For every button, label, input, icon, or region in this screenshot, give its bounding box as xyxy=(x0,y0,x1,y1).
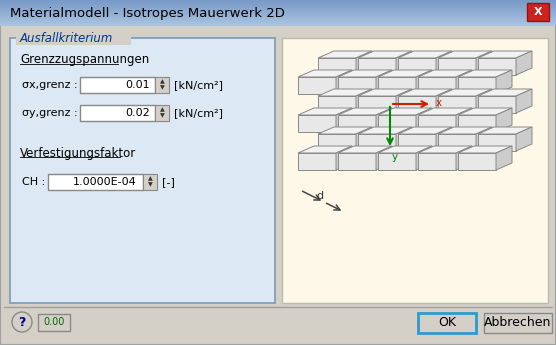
Polygon shape xyxy=(438,96,476,113)
Polygon shape xyxy=(398,89,452,96)
Polygon shape xyxy=(438,51,492,58)
Polygon shape xyxy=(398,58,436,75)
Text: 0.01: 0.01 xyxy=(125,80,150,90)
Polygon shape xyxy=(318,58,356,75)
Polygon shape xyxy=(418,146,472,153)
Circle shape xyxy=(12,312,32,332)
Polygon shape xyxy=(476,89,492,113)
Polygon shape xyxy=(418,153,456,170)
Polygon shape xyxy=(318,51,372,58)
Polygon shape xyxy=(338,108,392,115)
Polygon shape xyxy=(458,146,512,153)
FancyBboxPatch shape xyxy=(4,27,552,341)
FancyBboxPatch shape xyxy=(0,2,556,3)
Text: 0.02: 0.02 xyxy=(125,108,150,118)
Polygon shape xyxy=(358,96,396,113)
Text: d: d xyxy=(316,191,324,201)
Text: Ausfallkriterium: Ausfallkriterium xyxy=(20,32,113,46)
FancyBboxPatch shape xyxy=(38,314,70,331)
Polygon shape xyxy=(418,70,472,77)
Polygon shape xyxy=(398,134,436,151)
Polygon shape xyxy=(396,51,412,75)
Polygon shape xyxy=(458,108,512,115)
Polygon shape xyxy=(336,108,352,132)
Polygon shape xyxy=(496,108,512,132)
FancyBboxPatch shape xyxy=(4,308,552,341)
FancyBboxPatch shape xyxy=(0,3,556,4)
FancyBboxPatch shape xyxy=(418,313,476,333)
FancyBboxPatch shape xyxy=(0,18,556,19)
Text: σx,grenz :: σx,grenz : xyxy=(22,80,78,90)
Text: 1.0000E-04: 1.0000E-04 xyxy=(73,177,137,187)
FancyBboxPatch shape xyxy=(0,0,556,1)
Polygon shape xyxy=(436,89,452,113)
Text: Materialmodell - Isotropes Mauerwerk 2D: Materialmodell - Isotropes Mauerwerk 2D xyxy=(10,7,285,20)
FancyBboxPatch shape xyxy=(0,9,556,10)
Polygon shape xyxy=(438,134,476,151)
Polygon shape xyxy=(338,153,376,170)
Polygon shape xyxy=(416,108,432,132)
Polygon shape xyxy=(398,96,436,113)
Polygon shape xyxy=(358,134,396,151)
Polygon shape xyxy=(378,153,416,170)
FancyBboxPatch shape xyxy=(0,17,556,18)
Polygon shape xyxy=(376,108,392,132)
Polygon shape xyxy=(378,77,416,94)
Text: CH :: CH : xyxy=(22,177,45,187)
Text: [-]: [-] xyxy=(162,177,175,187)
Polygon shape xyxy=(378,108,432,115)
Polygon shape xyxy=(476,51,492,75)
FancyBboxPatch shape xyxy=(0,20,556,21)
Polygon shape xyxy=(338,115,376,132)
Polygon shape xyxy=(358,58,396,75)
FancyBboxPatch shape xyxy=(0,12,556,13)
Text: σy,grenz :: σy,grenz : xyxy=(22,108,78,118)
Polygon shape xyxy=(338,70,392,77)
FancyBboxPatch shape xyxy=(0,22,556,23)
Text: Verfestigungsfaktor: Verfestigungsfaktor xyxy=(20,147,136,159)
FancyBboxPatch shape xyxy=(143,174,157,190)
FancyBboxPatch shape xyxy=(527,3,549,21)
FancyBboxPatch shape xyxy=(0,23,556,24)
Polygon shape xyxy=(298,153,336,170)
Polygon shape xyxy=(418,108,472,115)
Polygon shape xyxy=(458,153,496,170)
FancyBboxPatch shape xyxy=(16,33,131,45)
Polygon shape xyxy=(458,70,512,77)
FancyBboxPatch shape xyxy=(0,4,556,5)
Text: ▼: ▼ xyxy=(148,183,152,187)
Text: X: X xyxy=(534,7,542,17)
Polygon shape xyxy=(436,127,452,151)
FancyBboxPatch shape xyxy=(48,174,143,190)
FancyBboxPatch shape xyxy=(282,38,548,303)
FancyBboxPatch shape xyxy=(10,38,275,303)
Text: y: y xyxy=(392,152,398,162)
Polygon shape xyxy=(298,77,336,94)
Polygon shape xyxy=(298,115,336,132)
Polygon shape xyxy=(416,146,432,170)
Polygon shape xyxy=(358,89,412,96)
FancyBboxPatch shape xyxy=(0,16,556,17)
Polygon shape xyxy=(456,146,472,170)
Text: Grenzzugspannungen: Grenzzugspannungen xyxy=(20,53,149,67)
Polygon shape xyxy=(358,51,412,58)
Text: Abbrechen: Abbrechen xyxy=(484,316,552,329)
Polygon shape xyxy=(478,89,532,96)
Polygon shape xyxy=(496,146,512,170)
FancyBboxPatch shape xyxy=(80,77,155,93)
FancyBboxPatch shape xyxy=(0,14,556,15)
Polygon shape xyxy=(376,146,392,170)
Polygon shape xyxy=(478,51,532,58)
Text: ▲: ▲ xyxy=(160,79,165,85)
Polygon shape xyxy=(338,77,376,94)
FancyBboxPatch shape xyxy=(0,11,556,12)
Polygon shape xyxy=(318,96,356,113)
Text: ▲: ▲ xyxy=(148,177,152,181)
FancyBboxPatch shape xyxy=(0,5,556,6)
Text: ▲: ▲ xyxy=(160,108,165,112)
FancyBboxPatch shape xyxy=(80,105,155,121)
Polygon shape xyxy=(336,146,352,170)
Polygon shape xyxy=(516,127,532,151)
Polygon shape xyxy=(298,146,352,153)
